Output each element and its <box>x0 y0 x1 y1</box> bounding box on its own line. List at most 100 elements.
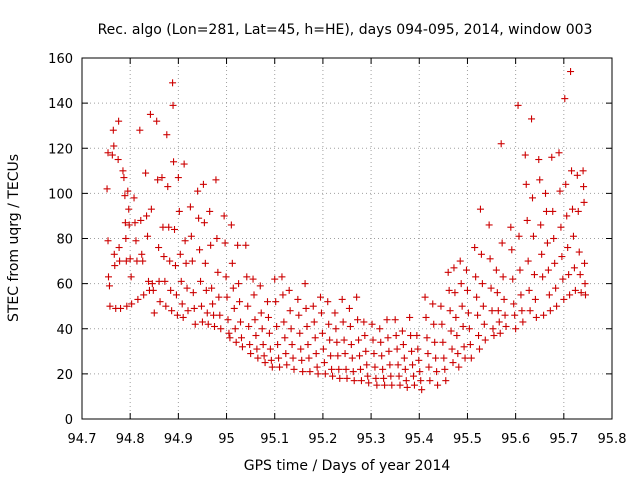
chart-title: Rec. algo (Lon=281, Lat=45, h=HE), days … <box>98 22 593 38</box>
data-point <box>242 241 250 249</box>
data-point <box>440 354 448 362</box>
data-point <box>289 354 297 362</box>
data-point <box>517 291 525 299</box>
data-point <box>555 149 563 157</box>
data-point <box>493 289 501 297</box>
data-point <box>216 311 224 319</box>
data-point <box>327 352 335 360</box>
data-point <box>111 262 119 270</box>
data-point <box>512 325 520 333</box>
data-point <box>121 219 129 227</box>
data-point <box>509 275 517 283</box>
data-point <box>149 286 157 294</box>
data-point <box>341 350 349 358</box>
data-point <box>139 257 147 265</box>
data-point <box>437 302 445 310</box>
data-point <box>281 334 289 342</box>
data-point <box>122 235 130 242</box>
data-point <box>124 187 132 195</box>
data-point <box>417 377 425 385</box>
data-point <box>303 322 311 330</box>
data-point <box>171 262 179 270</box>
data-point <box>568 167 576 175</box>
data-point <box>485 221 493 229</box>
data-point <box>203 309 211 317</box>
data-point <box>244 302 252 310</box>
data-point <box>576 271 584 279</box>
data-point <box>301 280 309 288</box>
y-tick-label: 100 <box>48 187 73 202</box>
data-point <box>478 280 486 288</box>
data-point <box>328 365 336 373</box>
data-point <box>473 293 481 301</box>
data-point <box>115 244 123 252</box>
data-point <box>372 374 380 382</box>
data-point <box>349 368 357 376</box>
data-point <box>332 325 340 333</box>
data-point <box>409 361 417 369</box>
data-point <box>172 291 180 299</box>
data-point <box>425 363 433 371</box>
data-point <box>407 332 415 340</box>
data-point <box>162 302 170 310</box>
data-point <box>494 307 502 315</box>
data-point <box>502 322 510 330</box>
data-point <box>535 156 543 164</box>
data-point <box>552 284 560 292</box>
data-point <box>285 286 293 294</box>
data-point <box>393 345 401 353</box>
data-point <box>422 313 430 321</box>
data-point <box>495 318 503 326</box>
data-point <box>544 266 552 274</box>
data-point <box>429 300 437 308</box>
data-point <box>222 273 230 281</box>
data-point <box>388 381 396 389</box>
data-point <box>368 320 376 328</box>
data-point <box>418 386 426 394</box>
data-point <box>146 110 154 118</box>
data-point <box>515 232 523 240</box>
data-point <box>379 365 387 373</box>
data-point <box>449 359 457 367</box>
data-point <box>176 250 184 258</box>
data-point <box>451 289 459 297</box>
data-point <box>235 280 243 288</box>
data-point <box>458 302 466 310</box>
data-point <box>387 372 395 380</box>
data-point <box>177 277 185 285</box>
data-point <box>259 341 267 349</box>
data-point <box>144 232 152 240</box>
data-point <box>560 295 568 303</box>
data-point <box>361 332 369 340</box>
data-point <box>539 273 547 281</box>
data-point <box>254 354 262 362</box>
data-point <box>168 307 176 315</box>
data-point <box>452 313 460 321</box>
data-point <box>231 325 239 333</box>
data-point <box>573 171 581 179</box>
data-point <box>150 309 158 317</box>
data-point <box>476 345 483 353</box>
data-point <box>184 307 192 315</box>
data-point <box>154 176 162 184</box>
data-point <box>542 189 550 197</box>
data-point <box>114 156 122 164</box>
data-point <box>403 383 411 391</box>
data-point <box>144 277 152 285</box>
data-point <box>360 318 368 326</box>
data-point <box>200 219 208 227</box>
data-point <box>215 293 223 301</box>
data-point <box>153 117 161 125</box>
data-point <box>381 381 389 389</box>
data-point <box>160 253 168 261</box>
data-point <box>197 277 205 285</box>
data-point <box>119 167 127 175</box>
data-point <box>110 142 118 150</box>
data-point <box>445 286 453 294</box>
data-point <box>536 176 544 184</box>
data-point <box>569 232 577 240</box>
data-point <box>410 381 418 389</box>
data-point <box>194 187 202 195</box>
y-tick-label: 160 <box>48 52 73 67</box>
